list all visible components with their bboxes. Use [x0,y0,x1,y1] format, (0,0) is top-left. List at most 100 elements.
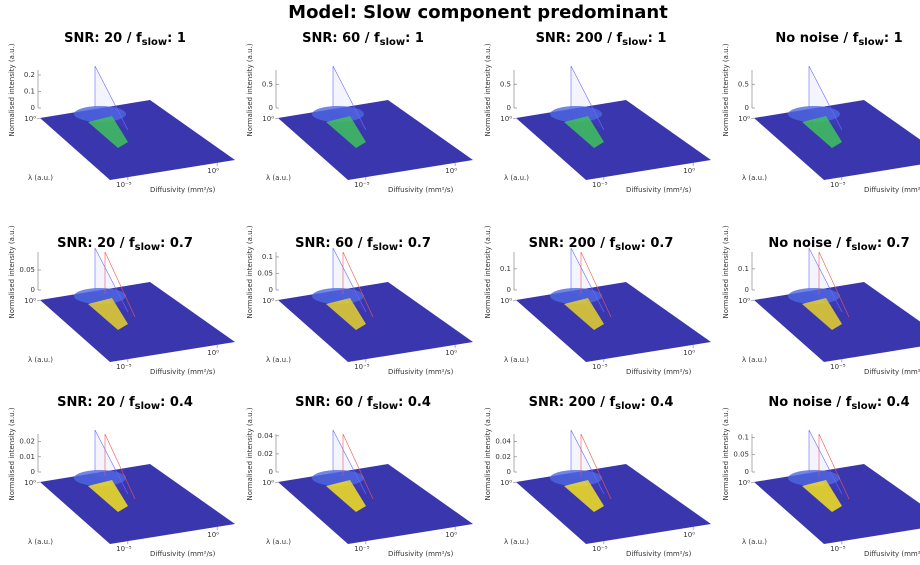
panel-title: No noise / fslow: 0.7 [768,236,909,254]
y-tick-label: 10⁰ [738,479,750,487]
y-tick-label: 10⁰ [24,297,36,305]
surface-ridge [88,298,128,330]
z-tick-label: 0.1 [24,87,35,95]
panel-title: SNR: 200 / fslow: 0.7 [529,236,674,254]
guide-plane [104,433,136,500]
y-tick [512,299,517,302]
title-text: : 0.4 [641,395,674,410]
surface-ridge [326,480,366,512]
panel-title: SNR: 20 / fslow: 1 [64,31,186,49]
z-tick-label: 0 [269,468,273,476]
y-tick-label: 10⁰ [500,479,512,487]
z-tick-label: 0.05 [733,451,749,459]
title-subscript: slow [615,401,641,412]
z-tick-label: 0.1 [262,253,273,261]
y-tick-label: 10⁰ [738,297,750,305]
x-axis-label: Diffusivity (mm²/s) [388,186,454,194]
x-tick-label: 10⁻⁵ [830,545,846,553]
z-tick-label: 0 [31,468,35,476]
x-tick-label: 10⁻⁵ [116,545,132,553]
title-text: SNR: 60 / f [302,31,380,46]
title-text: : 1 [405,31,424,46]
z-tick-label: 0.5 [738,80,749,88]
surface-ridge [802,480,842,512]
title-text: : 0.4 [398,395,431,410]
guide-plane [818,251,850,318]
z-axis-label: Normalised intensity (a.u.) [484,43,492,136]
panel: SNR: 20 / fslow: 0.4 0 0.01 0.02Normalised … [8,395,235,558]
x-tick-label: 10⁰ [445,349,457,357]
y-axis-label: λ (a.u.) [28,538,53,546]
y-axis-label: λ (a.u.) [742,538,767,546]
panel: No noise / fslow: 0.4 0 0.05 0.1 Normalised … [722,395,920,558]
guide-plane [570,247,605,313]
z-tick-label: 0.04 [495,438,511,446]
guide-plane [332,429,367,495]
y-tick [274,481,279,484]
x-axis-label: Diffusivity (mm²/s) [150,368,216,376]
y-axis-label: λ (a.u.) [266,538,291,546]
z-tick-label: 0 [507,286,511,294]
title-subscript: slow [622,37,648,48]
surface-ridge [564,298,604,330]
z-axis-label: Normalised intensity (a.u.) [722,43,730,136]
x-tick-label: 10⁻⁵ [116,181,132,189]
title-text: : 0.4 [160,395,193,410]
z-axis-label: Normalised intensity (a.u.) [8,43,16,136]
surface-floor [40,464,235,544]
y-tick [36,299,41,302]
x-tick-label: 10⁻⁵ [592,181,608,189]
surface-floor [516,464,711,544]
z-tick-label: 0.04 [257,432,273,440]
y-tick-label: 10⁰ [24,479,36,487]
y-tick-label: 10⁰ [262,479,274,487]
title-text: SNR: 20 / f [64,31,142,46]
guide-plane [332,247,367,313]
panel-title: SNR: 60 / fslow: 1 [302,31,424,49]
x-axis-label: Diffusivity (mm²/s) [626,550,692,558]
x-axis-label: Diffusivity (mm²/s) [150,186,216,194]
y-tick [36,117,41,120]
z-axis-label: Normalised intensity (a.u.) [722,407,730,500]
title-text: : 1 [167,31,186,46]
guide-plane [808,65,843,131]
surface-ridge [802,116,842,148]
title-subscript: slow [858,37,884,48]
guide-plane [94,65,129,131]
z-tick-label: 0.01 [19,453,35,461]
guide-plane [818,433,850,500]
z-tick-label: 0 [269,104,273,112]
x-tick-label: 10⁰ [207,531,219,539]
y-axis-label: λ (a.u.) [504,356,529,364]
y-tick-label: 10⁰ [262,115,274,123]
z-axis-label: Normalised intensity (a.u.) [246,225,254,318]
figure-title: Model: Slow component predominant [288,2,668,23]
x-axis-label: Diffusivity (mm²/s) [150,550,216,558]
panel: No noise / fslow: 1 0 0.5 Normalised intens… [722,31,920,194]
x-tick-label: 10⁰ [445,167,457,175]
z-tick-label: 0.02 [19,438,35,446]
z-tick-label: 0 [745,286,749,294]
guide-plane [104,251,136,318]
x-tick-label: 10⁻⁵ [354,181,370,189]
title-subscript: slow [373,401,399,412]
guide-plane [94,247,129,313]
x-tick-label: 10⁰ [683,531,695,539]
surface-ridge [564,116,604,148]
surface-floor [278,464,473,544]
surface-floor [40,282,235,362]
panel: No noise / fslow: 0.7 0 0.1 Normalised inte… [722,225,920,376]
x-tick-label: 10⁰ [207,349,219,357]
title-text: SNR: 20 / f [57,395,135,410]
guide-plane [94,429,129,495]
z-axis-label: Normalised intensity (a.u.) [8,407,16,500]
guide-plane [580,251,612,318]
x-tick-label: 10⁻⁵ [830,181,846,189]
panel-title: SNR: 20 / fslow: 0.4 [57,395,193,413]
y-tick [36,481,41,484]
y-tick [750,117,755,120]
title-text: No noise / f [768,395,851,410]
panel-title: SNR: 60 / fslow: 0.4 [295,395,431,413]
